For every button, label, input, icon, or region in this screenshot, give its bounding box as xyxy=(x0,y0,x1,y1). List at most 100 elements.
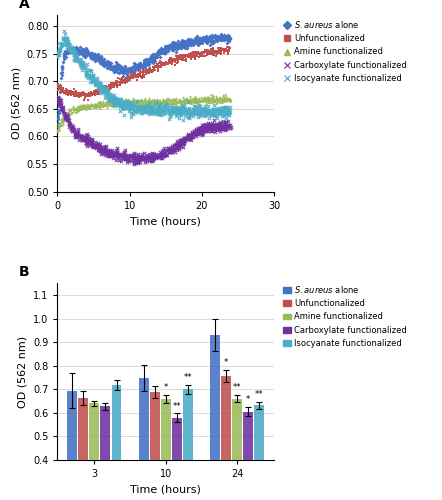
Point xyxy=(201,94,208,102)
Point xyxy=(160,110,167,118)
Point xyxy=(104,85,111,93)
Point xyxy=(76,46,83,54)
Y-axis label: OD (562 nm): OD (562 nm) xyxy=(11,67,21,140)
Point xyxy=(63,114,70,122)
Point xyxy=(156,148,163,156)
Point xyxy=(188,52,195,60)
Point xyxy=(112,62,119,70)
Point xyxy=(126,66,133,74)
Point xyxy=(62,49,69,57)
Point xyxy=(211,109,218,117)
Point xyxy=(152,100,159,108)
Point xyxy=(155,97,162,105)
Text: **: ** xyxy=(255,390,263,399)
Point xyxy=(72,46,80,54)
Point xyxy=(149,63,156,71)
Point xyxy=(58,86,65,94)
Point xyxy=(189,53,196,61)
Point xyxy=(155,102,162,110)
Point xyxy=(222,123,229,131)
Point xyxy=(160,49,168,57)
Point xyxy=(62,50,69,58)
Point xyxy=(171,56,179,64)
Point xyxy=(85,102,92,110)
Point xyxy=(207,106,214,114)
Point xyxy=(105,61,112,69)
Point xyxy=(80,62,88,70)
Point xyxy=(212,34,219,42)
Point xyxy=(147,97,154,105)
Point xyxy=(122,64,129,72)
Point xyxy=(90,102,97,110)
Point xyxy=(159,150,166,158)
Point xyxy=(147,66,154,74)
Point xyxy=(74,106,81,114)
Point xyxy=(157,97,164,105)
Point xyxy=(84,60,91,68)
Point xyxy=(154,47,161,55)
Point xyxy=(114,98,122,106)
Point xyxy=(224,36,231,44)
Point xyxy=(93,86,100,94)
Point xyxy=(160,95,167,103)
Point xyxy=(203,99,210,107)
Point xyxy=(133,73,140,81)
Point xyxy=(214,112,221,120)
Point xyxy=(178,44,185,52)
Point xyxy=(96,58,103,66)
Bar xyxy=(111,385,122,460)
Point xyxy=(199,127,206,135)
Point xyxy=(149,103,156,111)
Point xyxy=(72,133,80,141)
Point xyxy=(128,74,135,82)
Point xyxy=(183,52,190,60)
Point xyxy=(97,88,104,96)
Point xyxy=(123,65,130,73)
Point xyxy=(107,85,114,93)
Point xyxy=(92,80,99,88)
Point xyxy=(91,92,99,100)
Point xyxy=(191,96,198,104)
Point xyxy=(202,122,210,130)
Point xyxy=(93,144,100,152)
Point xyxy=(203,125,210,133)
Point xyxy=(130,68,137,76)
Point xyxy=(190,106,197,114)
Point xyxy=(150,57,157,65)
Point xyxy=(210,122,217,130)
Point xyxy=(80,103,88,111)
Point xyxy=(136,62,143,70)
Point xyxy=(54,83,61,91)
Point xyxy=(79,136,86,143)
Point xyxy=(98,84,105,92)
Point xyxy=(206,40,213,48)
Point xyxy=(174,107,181,115)
Point xyxy=(137,154,144,162)
Point xyxy=(154,62,161,70)
Point xyxy=(165,48,172,56)
Point xyxy=(199,105,206,113)
Point xyxy=(198,107,205,115)
Point xyxy=(122,74,130,82)
Point xyxy=(116,152,123,160)
Point xyxy=(85,71,92,79)
Point xyxy=(187,96,194,104)
Point xyxy=(55,95,62,103)
Point xyxy=(176,51,183,59)
Point xyxy=(99,60,106,68)
Point xyxy=(141,96,149,104)
Point xyxy=(155,65,162,73)
Point xyxy=(152,96,159,104)
Point xyxy=(202,35,210,43)
Point xyxy=(73,105,80,113)
Point xyxy=(205,94,212,102)
Point xyxy=(163,104,170,112)
Point xyxy=(126,64,133,72)
Point xyxy=(217,47,224,55)
Point xyxy=(181,94,188,102)
Point xyxy=(127,102,134,110)
Point xyxy=(93,56,100,64)
Point xyxy=(79,104,86,112)
Point xyxy=(60,86,67,94)
Point xyxy=(146,56,153,64)
